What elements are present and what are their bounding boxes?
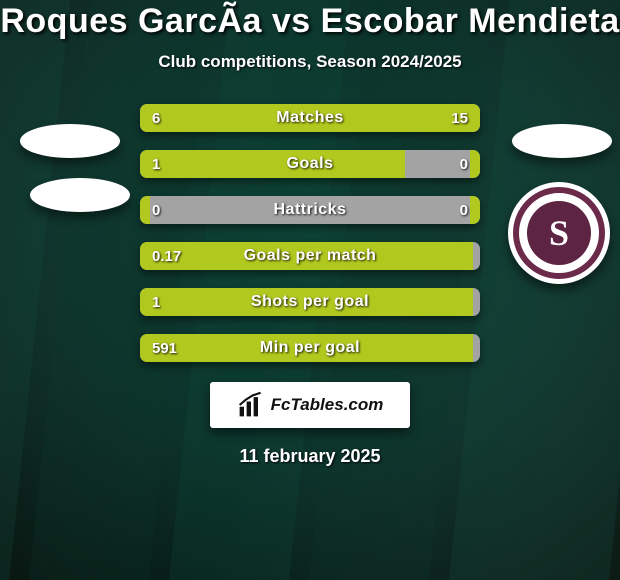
left-avatar-1 <box>20 124 120 158</box>
stat-left-value: 0.17 <box>140 242 193 270</box>
stat-row: Hattricks0 0 <box>140 196 480 224</box>
stat-bars: Matches615Goals10Hattricks00Goals per ma… <box>140 104 480 362</box>
stat-label: Min per goal <box>140 334 480 362</box>
stat-label: Shots per goal <box>140 288 480 316</box>
stat-right-value: 0 <box>448 150 480 178</box>
stat-left-value: 0 <box>140 196 172 224</box>
logo-text: FcTables.com <box>271 395 384 415</box>
stat-right-value: 15 <box>439 104 480 132</box>
stat-right-value: 0 <box>448 196 480 224</box>
stat-row: Goals per match0.17 <box>140 242 480 270</box>
right-club-badge: S <box>508 182 610 284</box>
fctables-logo: FcTables.com <box>210 382 410 428</box>
stat-row: Matches6 15 <box>140 104 480 132</box>
stat-label: Hattricks <box>140 196 480 224</box>
date-label: 11 february 2025 <box>239 446 380 467</box>
stat-left-value: 6 <box>140 104 172 132</box>
page-title: Roques GarcÃ­a vs Escobar Mendieta <box>0 4 619 38</box>
left-avatar-2 <box>30 178 130 212</box>
stat-row: Goals1 0 <box>140 150 480 178</box>
subtitle: Club competitions, Season 2024/2025 <box>158 52 461 72</box>
stat-left-value: 1 <box>140 150 172 178</box>
stat-left-value: 591 <box>140 334 189 362</box>
stat-label: Matches <box>140 104 480 132</box>
chart-icon <box>237 391 265 419</box>
right-avatar-1 <box>512 124 612 158</box>
stat-left-value: 1 <box>140 288 172 316</box>
stat-row: Shots per goal1 <box>140 288 480 316</box>
stat-row: Min per goal591 <box>140 334 480 362</box>
stat-label: Goals <box>140 150 480 178</box>
